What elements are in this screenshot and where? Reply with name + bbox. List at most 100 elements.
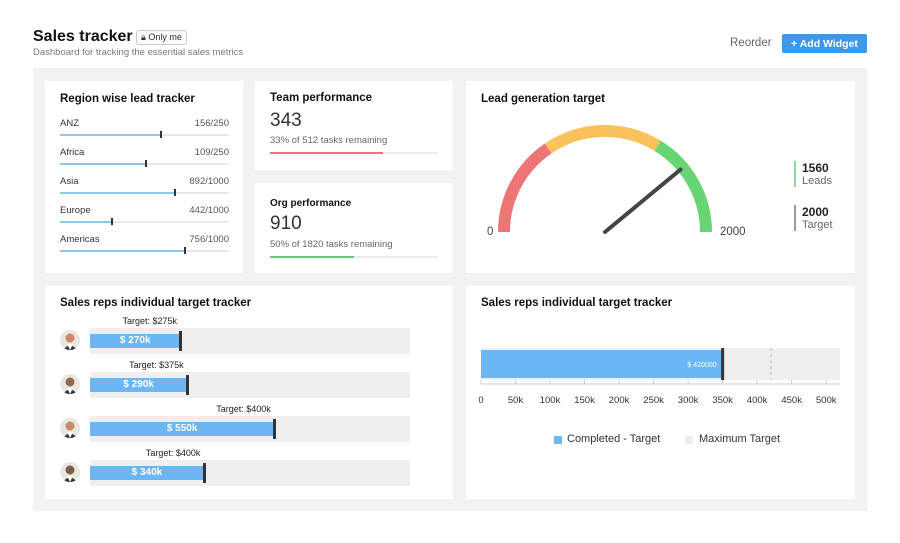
region-progress-track bbox=[60, 160, 229, 167]
lead-generation-card[interactable]: Lead generation target 0 2000 1560 Leads… bbox=[466, 81, 855, 273]
rep-target-label: Target: $275k bbox=[122, 316, 177, 326]
org-progress-fill bbox=[270, 256, 354, 258]
gauge-min-label: 0 bbox=[487, 226, 493, 238]
org-progress-track bbox=[270, 256, 438, 258]
rep-target-marker bbox=[186, 375, 190, 395]
dashboard-canvas: Region wise lead tracker ANZ 156/250 Afric… bbox=[33, 68, 867, 511]
region-name: Americas bbox=[60, 234, 100, 245]
legend-completed-label: Completed - Target bbox=[567, 433, 661, 445]
region-row-americas: Americas 756/1000 bbox=[60, 234, 229, 258]
team-performance-card[interactable]: Team performance 343 33% of 512 tasks re… bbox=[255, 81, 453, 170]
reps-target-card[interactable]: Sales reps individual target tracker $ 2… bbox=[45, 286, 453, 499]
team-card-title: Team performance bbox=[270, 92, 373, 104]
rep-target-label: Target: $400k bbox=[216, 404, 271, 414]
region-progress-fill bbox=[60, 221, 113, 223]
legend-maximum-swatch bbox=[685, 436, 693, 444]
gauge-max-label: 2000 bbox=[720, 226, 746, 238]
rep-target-label: Target: $400k bbox=[145, 448, 201, 458]
region-progress-fill bbox=[60, 163, 147, 165]
region-progress-fill bbox=[60, 134, 162, 136]
gauge-arc-orange bbox=[544, 125, 661, 154]
region-progress-track bbox=[60, 247, 229, 254]
org-value: 910 bbox=[270, 213, 302, 234]
region-row-asia: Asia 892/1000 bbox=[60, 176, 229, 200]
bullet-chart-card[interactable]: Sales reps individual target tracker $ 4… bbox=[466, 286, 855, 499]
x-tick-label: 500k bbox=[815, 395, 837, 406]
gauge-arc-red bbox=[498, 143, 552, 233]
avatar bbox=[60, 418, 80, 438]
target-value: 2000 bbox=[802, 205, 829, 219]
rep-row: $ 550k Target: $400k bbox=[60, 404, 410, 452]
region-progress-marker bbox=[145, 160, 148, 167]
x-tick-label: 300k bbox=[677, 395, 699, 406]
avatar bbox=[60, 374, 80, 394]
rep-row: $ 270k Target: $275k bbox=[60, 316, 410, 364]
completed-bar bbox=[481, 350, 723, 378]
avatar-person-icon bbox=[63, 465, 77, 482]
org-card-title: Org performance bbox=[270, 198, 352, 209]
gauge-arc-green bbox=[654, 140, 712, 233]
region-value: 442/1000 bbox=[189, 205, 229, 216]
reorder-button[interactable]: Reorder bbox=[730, 37, 772, 49]
region-value: 109/250 bbox=[194, 147, 229, 158]
region-row-europe: Europe 442/1000 bbox=[60, 205, 229, 229]
x-tick-label: 0 bbox=[478, 395, 484, 406]
region-progress-marker bbox=[160, 131, 163, 138]
target-marker bbox=[721, 348, 725, 380]
x-tick-label: 200k bbox=[608, 395, 630, 406]
avatar bbox=[60, 462, 80, 482]
completed-bar-label: $ 420000 bbox=[687, 362, 716, 369]
region-progress-marker bbox=[173, 189, 176, 196]
region-value: 756/1000 bbox=[189, 234, 229, 245]
region-progress-track bbox=[60, 218, 229, 225]
gauge-chart: 0 2000 bbox=[487, 125, 746, 238]
region-progress-fill bbox=[60, 250, 186, 252]
x-tick-label: 400k bbox=[746, 395, 768, 406]
rep-row: $ 340k Target: $400k bbox=[60, 448, 410, 496]
org-performance-card[interactable]: Org performance 910 50% of 1820 tasks re… bbox=[255, 183, 453, 273]
rep-target-label: Target: $375k bbox=[129, 360, 184, 370]
target-label: Target bbox=[802, 219, 833, 231]
visibility-label: Only me bbox=[148, 32, 182, 42]
rep-row: $ 290k Target: $375k bbox=[60, 360, 410, 408]
visibility-badge[interactable]: 🔒︎ Only me bbox=[136, 30, 187, 45]
region-name: Asia bbox=[60, 176, 79, 187]
bullet-card-title: Sales reps individual target tracker bbox=[481, 297, 673, 309]
avatar-person-icon bbox=[63, 377, 77, 394]
avatar bbox=[60, 330, 80, 350]
leads-value: 1560 bbox=[802, 161, 829, 175]
rep-value-bar: $ 340k bbox=[90, 466, 204, 480]
rep-target-marker bbox=[179, 331, 183, 351]
reps-card-title: Sales reps individual target tracker bbox=[60, 297, 252, 309]
legend-maximum-label: Maximum Target bbox=[699, 433, 781, 445]
region-name: ANZ bbox=[60, 118, 79, 129]
region-progress-track bbox=[60, 189, 229, 196]
rep-value-bar: $ 290k bbox=[90, 378, 188, 392]
region-row-africa: Africa 109/250 bbox=[60, 147, 229, 171]
region-value: 892/1000 bbox=[189, 176, 229, 187]
rep-value-bar: $ 270k bbox=[90, 334, 181, 348]
region-name: Europe bbox=[60, 205, 91, 216]
rep-target-marker bbox=[202, 463, 206, 483]
region-progress-marker bbox=[184, 247, 187, 254]
region-progress-track bbox=[60, 131, 229, 138]
x-tick-label: 50k bbox=[507, 395, 524, 406]
x-tick-label: 150k bbox=[574, 395, 595, 406]
gauge-needle bbox=[603, 167, 683, 234]
page-title: Sales tracker bbox=[33, 28, 133, 45]
legend-completed-swatch bbox=[554, 436, 562, 444]
avatar-person-icon bbox=[63, 421, 77, 438]
region-card-title: Region wise lead tracker bbox=[60, 93, 195, 105]
lock-icon: 🔒︎ bbox=[141, 32, 146, 42]
org-subtitle: 50% of 1820 tasks remaining bbox=[270, 239, 393, 250]
add-widget-button[interactable]: + Add Widget bbox=[782, 34, 867, 53]
team-progress-fill bbox=[270, 152, 383, 154]
region-name: Africa bbox=[60, 147, 85, 158]
region-lead-card[interactable]: Region wise lead tracker ANZ 156/250 Afric… bbox=[45, 81, 243, 273]
region-progress-marker bbox=[111, 218, 114, 225]
leads-label: Leads bbox=[802, 175, 832, 187]
region-row-anz: ANZ 156/250 bbox=[60, 118, 229, 142]
team-subtitle: 33% of 512 tasks remaining bbox=[270, 135, 388, 146]
x-tick-label: 350k bbox=[712, 395, 733, 406]
gauge-card-title: Lead generation target bbox=[481, 93, 605, 105]
